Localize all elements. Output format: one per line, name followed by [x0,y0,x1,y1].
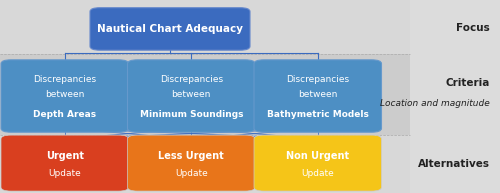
FancyBboxPatch shape [254,135,382,191]
FancyBboxPatch shape [128,60,255,132]
Text: Urgent: Urgent [46,151,84,161]
FancyBboxPatch shape [0,0,410,54]
Text: Alternatives: Alternatives [418,159,490,169]
Text: Discrepancies: Discrepancies [160,75,223,84]
Text: Criteria: Criteria [446,78,490,88]
Text: Update: Update [175,169,208,178]
Text: Depth Areas: Depth Areas [33,110,96,119]
Text: between: between [45,90,84,99]
Text: Discrepancies: Discrepancies [286,75,350,84]
FancyBboxPatch shape [1,60,128,132]
Text: Bathymetric Models: Bathymetric Models [267,110,368,119]
Text: Nautical Chart Adequacy: Nautical Chart Adequacy [97,24,243,34]
Text: between: between [298,90,338,99]
FancyBboxPatch shape [0,135,410,193]
Text: Minimum Soundings: Minimum Soundings [140,110,243,119]
Text: Less Urgent: Less Urgent [158,151,224,161]
FancyBboxPatch shape [0,54,410,135]
FancyBboxPatch shape [128,135,255,191]
Text: between: between [172,90,211,99]
FancyBboxPatch shape [254,60,382,132]
FancyBboxPatch shape [90,8,250,50]
Text: Non Urgent: Non Urgent [286,151,350,161]
Text: Location and magnitude: Location and magnitude [380,99,490,108]
Text: Focus: Focus [456,23,490,33]
Text: Update: Update [48,169,81,178]
FancyBboxPatch shape [1,135,128,191]
Text: Discrepancies: Discrepancies [33,75,96,84]
Text: Update: Update [302,169,334,178]
